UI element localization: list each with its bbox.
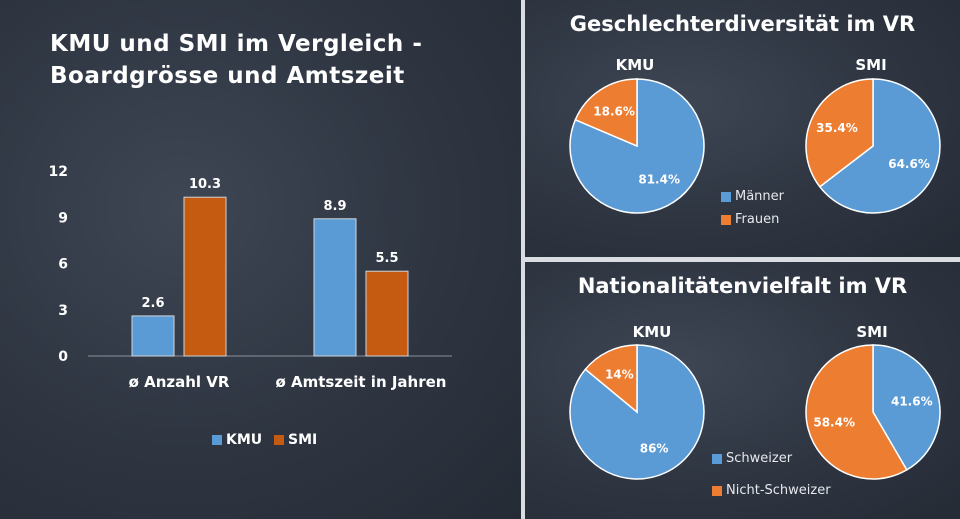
legend-label-non-swiss: Nicht-Schweizer [726,483,831,498]
gender-legend-women: Frauen [721,212,779,227]
gender-panel-title: Geschlechterdiversität im VR [569,12,916,36]
bar-kmu [131,315,175,357]
bar-chart-panel: KMU und SMI im Vergleich - Boardgrösse u… [0,0,521,519]
bar-data-label: 2.6 [141,296,164,311]
legend-label-swiss: Schweizer [726,451,793,466]
legend-swatch-smi [274,435,284,445]
nationality-kmu-label: KMU [632,323,672,341]
y-tick-label: 9 [58,210,68,226]
legend-swatch-kmu [212,435,222,445]
bar-legend-smi: SMI [274,432,317,448]
x-category-label: ø Amtszeit in Jahren [276,373,447,391]
bar-chart: 0 3 6 9 12 2.6 10.3 ø Anzahl VR 8.9 5.5 ø Amtszeit… [49,164,452,391]
nationality-pies: 86% 14% 41.6% 58.4% [569,344,941,480]
gender-smi-pie-data-label: 64.6% [888,157,930,171]
gender-pies: 81.4% 18.6% 64.6% 35.4% [569,78,941,214]
gender-smi-pie-slice-orange [805,78,874,188]
nationality-legend-swiss: Schweizer [712,451,792,466]
bar-data-label: 5.5 [375,251,398,266]
nationality-smi-pie-slice-orange [805,344,908,480]
nationality-smi-label: SMI [856,323,888,341]
bar-data-label: 8.9 [323,199,346,214]
nationality-smi-pie-data-label: 58.4% [813,415,855,429]
legend-label-smi: SMI [288,432,318,448]
gender-legend-men: Männer [721,189,784,204]
bar-chart-title-line-2: Boardgrösse und Amtszeit [50,63,405,89]
legend-swatch-non-swiss [712,485,722,496]
nationality-legend-non-swiss: Nicht-Schweizer [712,483,831,498]
nationality-panel-title: Nationalitätenvielfalt im VR [577,274,908,298]
legend-label-women: Frauen [735,212,780,227]
nationality-smi-pie-slice-blue [872,344,941,471]
nationality-smi-pie-data-label: 41.6% [891,395,933,409]
gender-panel: Geschlechterdiversität im VR KMU SMI 81.… [525,0,960,257]
gender-smi-label: SMI [855,56,887,74]
bar-legend-kmu: KMU [212,432,262,448]
nationality-panel: Nationalitätenvielfalt im VR KMU SMI 86%… [525,262,960,519]
bar-smi [365,270,409,357]
gender-kmu-pie-slice-orange [574,78,638,148]
legend-swatch-women [721,214,731,225]
bar-kmu [313,218,357,357]
bar-smi [183,196,227,357]
x-category-label: ø Anzahl VR [129,373,230,391]
legend-swatch-men [721,191,731,202]
gender-kmu-pie-data-label: 81.4% [638,173,680,187]
nationality-kmu-pie-slice-orange [584,344,638,414]
bar-data-label: 10.3 [189,177,221,192]
bar-chart-title-line-1: KMU und SMI im Vergleich - [50,31,423,57]
legend-label-kmu: KMU [226,432,263,448]
gender-smi-pie-data-label: 35.4% [816,121,858,135]
y-tick-label: 6 [58,257,68,273]
nationality-kmu-pie-data-label: 14% [605,367,634,381]
nationality-kmu-pie-slice-blue [569,344,705,480]
legend-label-men: Männer [735,189,785,204]
legend-swatch-swiss [712,453,722,464]
gender-smi-pie-slice-blue [818,78,941,214]
gender-kmu-pie-data-label: 18.6% [593,104,635,118]
gender-kmu-label: KMU [615,56,655,74]
y-tick-label: 0 [58,349,68,365]
nationality-kmu-pie-data-label: 86% [640,441,669,455]
gender-kmu-pie-slice-blue [569,78,705,214]
bar-chart-title: KMU und SMI im Vergleich - Boardgrösse u… [50,28,490,92]
y-tick-label: 3 [58,303,68,319]
y-tick-label: 12 [49,164,68,180]
